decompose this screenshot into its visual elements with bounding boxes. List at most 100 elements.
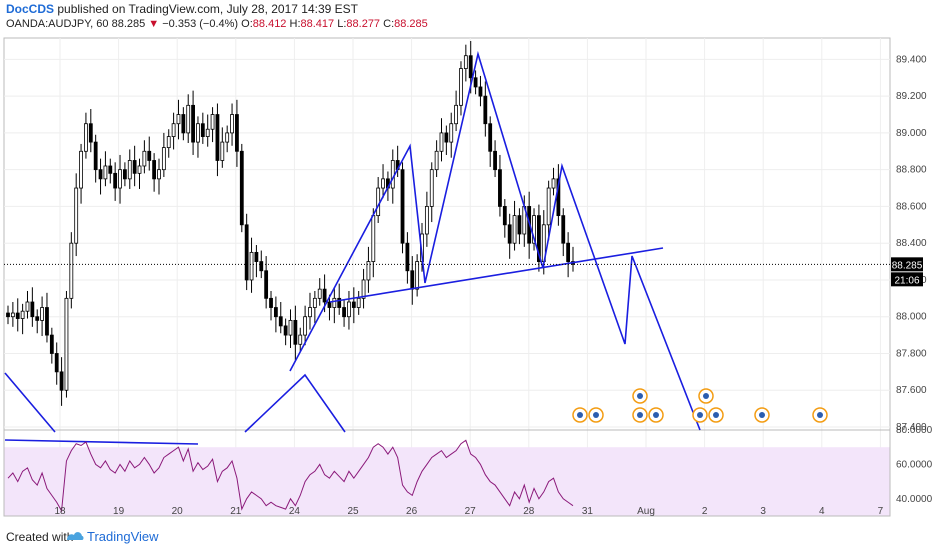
last-price: 88.285 [111, 18, 146, 30]
candle-body [468, 55, 473, 79]
candle-body [249, 251, 254, 281]
candle-body [517, 215, 522, 235]
candle-body [298, 334, 303, 345]
pattern-line [4, 439, 199, 445]
candle-body [132, 160, 137, 174]
symbol-label: OANDA:AUDJPY, 60 [6, 18, 109, 30]
price-pane [3, 37, 891, 431]
price-axis: 89.40089.20089.00088.80088.60088.40088.2… [896, 54, 927, 433]
price-tick-label: 88.400 [896, 238, 927, 249]
close-value: 88.285 [394, 18, 428, 30]
candle-body [157, 169, 161, 180]
candle-body [196, 123, 200, 143]
candles [6, 41, 575, 406]
candle-body [483, 95, 488, 125]
candle-body [308, 307, 312, 318]
candle-body [415, 261, 420, 290]
price-tick-label: 89.200 [896, 91, 927, 102]
candle-body [449, 123, 454, 143]
rsi-tick-label: 40.0000 [896, 494, 932, 505]
candle-body [118, 169, 122, 189]
pattern-line [244, 373, 346, 433]
time-tick-label: 25 [347, 506, 359, 517]
author-link[interactable]: DocCDS [6, 2, 55, 16]
rsi-pane [3, 429, 891, 517]
candle-body [127, 160, 132, 180]
candle-body [171, 123, 176, 137]
candle-body [147, 150, 152, 161]
candle-body [45, 307, 49, 336]
down-arrow-icon: ▼ [148, 18, 160, 30]
event-dot-icon [817, 412, 823, 418]
candle-body [103, 165, 108, 180]
change-value: −0.353 (−0.4%) [162, 18, 239, 30]
candle-body [347, 301, 351, 318]
candle-body [215, 114, 220, 161]
time-tick-label: 27 [465, 506, 477, 517]
price-tick-label: 89.000 [896, 128, 927, 139]
candle-body [113, 172, 118, 189]
publish-line: DocCDS published on TradingView.com, Jul… [6, 2, 358, 16]
candle-body [463, 55, 468, 69]
candle-body [64, 297, 69, 391]
candle-body [200, 123, 205, 137]
candle-body [434, 150, 439, 171]
candle-body [390, 160, 395, 189]
candle-body [142, 150, 147, 167]
time-tick-label: Aug [637, 506, 655, 517]
candle-body [498, 169, 502, 207]
price-tick-label: 87.800 [896, 348, 927, 359]
candle-body [137, 165, 142, 174]
candle-body [59, 371, 64, 391]
quote-line: OANDA:AUDJPY, 60 88.285 ▼ −0.353 (−0.4%)… [6, 18, 428, 30]
time-tick-label: 20 [172, 506, 184, 517]
candle-body [366, 261, 371, 281]
candle-body [410, 270, 415, 290]
event-dot-icon [637, 393, 643, 399]
candle-body [122, 169, 127, 180]
candle-body [332, 297, 337, 308]
candle-body [259, 261, 264, 272]
time-tick-label: 18 [54, 506, 66, 517]
price-tick-label: 88.600 [896, 201, 927, 212]
event-markers[interactable] [572, 388, 828, 423]
tradingview-link[interactable]: TradingView [87, 529, 159, 544]
candle-body [317, 288, 322, 299]
countdown-label: 21:06 [894, 275, 919, 286]
candle-body [351, 301, 356, 308]
price-tick-label: 87.400 [896, 422, 927, 433]
countdown-badge [891, 272, 923, 287]
rsi-tick-label: 80.0000 [896, 425, 932, 436]
tradingview-logo-icon[interactable] [65, 528, 85, 544]
candle-body [532, 215, 536, 244]
candle-body [473, 77, 478, 88]
price-tick-label: 88.800 [896, 165, 927, 176]
candle-body [478, 86, 483, 97]
candle-body [25, 301, 30, 312]
candle-body [283, 325, 288, 336]
price-chart[interactable]: 89.400 89.200 89.000 88.800 88.600 88.400 88.2… [0, 34, 932, 524]
candle-body [79, 150, 83, 189]
candle-body [205, 128, 210, 137]
candle-body [537, 215, 541, 262]
candle-body [293, 319, 298, 345]
price-tick-label: 87.600 [896, 385, 927, 396]
event-dot-icon [697, 412, 703, 418]
event-dot-icon [703, 393, 709, 399]
time-tick-label: 28 [523, 506, 535, 517]
candle-body [502, 206, 507, 226]
candle-body [15, 312, 20, 319]
candle-body [230, 114, 234, 134]
candle-body [254, 251, 259, 262]
high-value: 88.417 [300, 18, 335, 30]
low-label: L: [337, 18, 347, 30]
candle-body [303, 316, 308, 336]
candle-body [264, 270, 269, 299]
candle-body [337, 297, 342, 308]
candle-body [30, 301, 35, 318]
time-tick-label: 2 [702, 506, 708, 517]
rsi-line [7, 439, 574, 513]
candle-body [439, 132, 444, 152]
candle-body [561, 215, 566, 244]
time-tick-label: 7 [878, 506, 884, 517]
